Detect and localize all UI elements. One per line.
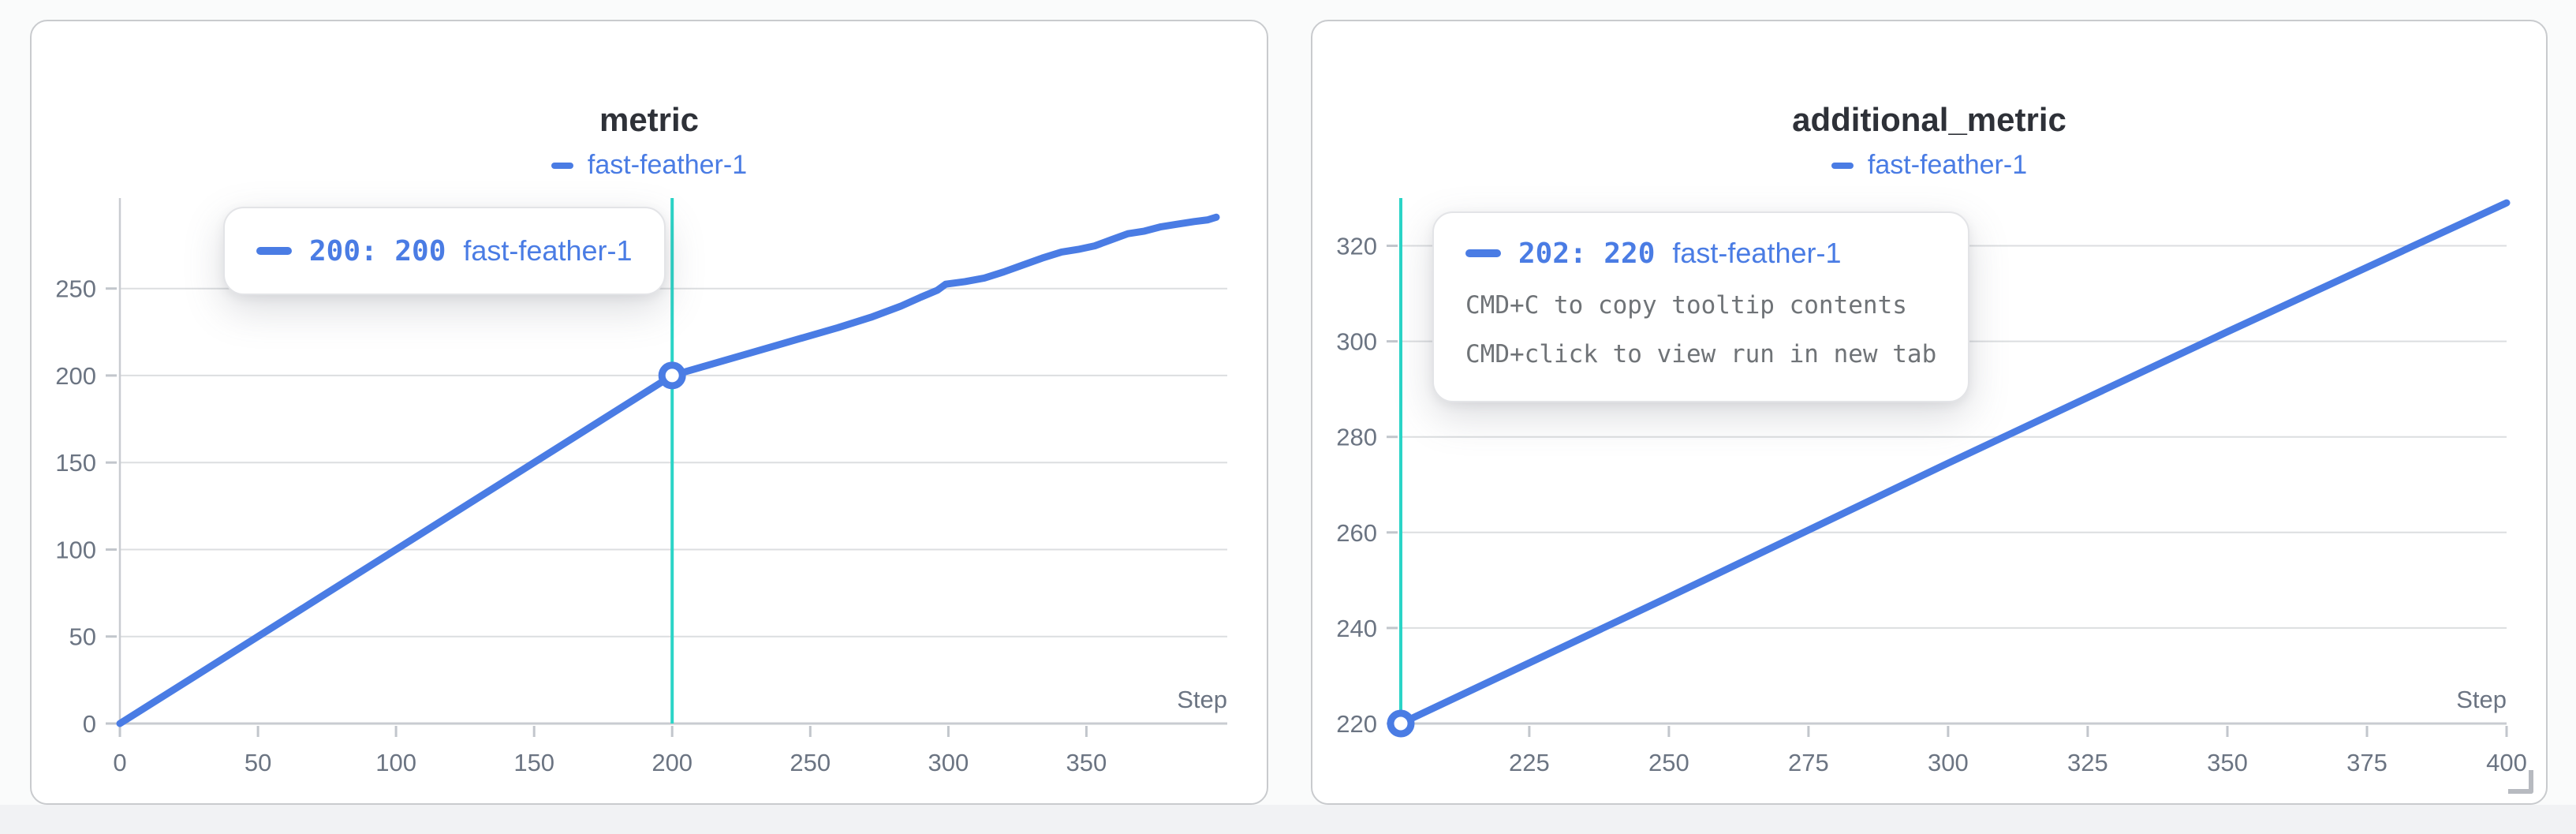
plot-area[interactable]: 220 240 260 280 300 320 225 250 275 300 325 350 375 4… <box>1312 195 2546 803</box>
x-tick-label: 400 <box>2486 749 2527 776</box>
legend-run-name[interactable]: fast-feather-1 <box>1867 150 2028 180</box>
tooltip-series-dash-icon <box>256 247 292 255</box>
page-background-strip <box>0 805 2576 834</box>
tooltip-hint-open-run: CMD+click to view run in new tab <box>1465 340 1937 368</box>
x-tick-label: 250 <box>1648 749 1689 776</box>
x-tick-label: 300 <box>928 749 969 776</box>
y-tick-label: 280 <box>1336 424 1377 451</box>
tooltip-hint-copy: CMD+C to copy tooltip contents <box>1465 291 1907 320</box>
chart-legend[interactable]: fast-feather-1 <box>32 150 1267 181</box>
tooltip-series-dash-icon <box>1465 249 1501 257</box>
y-tick-label: 320 <box>1336 233 1377 260</box>
chart-legend[interactable]: fast-feather-1 <box>1312 150 2546 181</box>
x-tick-label: 275 <box>1788 749 1829 776</box>
plot-area[interactable]: 0 50 100 150 200 250 0 50 100 150 200 250 300 350 Step… <box>32 195 1267 803</box>
highlight-marker[interactable] <box>658 361 686 390</box>
x-tick-label: 375 <box>2346 749 2387 776</box>
x-tick-label: 225 <box>1509 749 1550 776</box>
series-line[interactable] <box>116 213 1220 727</box>
tooltip-run-name[interactable]: fast-feather-1 <box>1672 237 1842 269</box>
tooltip-step-value: 200: 200 <box>309 234 446 267</box>
tooltip-run-name[interactable]: fast-feather-1 <box>463 234 633 267</box>
y-tick-label: 260 <box>1336 519 1377 547</box>
y-tick-label: 0 <box>83 710 96 738</box>
legend-line-icon <box>1831 162 1854 169</box>
chart-tooltip: 202: 220 fast-feather-1 CMD+C to copy to… <box>1432 211 1970 402</box>
x-tick-label: 300 <box>1928 749 1969 776</box>
x-tick-label: 150 <box>513 749 554 776</box>
x-tick-label: 0 <box>113 749 126 776</box>
x-tick-label: 350 <box>2207 749 2248 776</box>
series-line[interactable] <box>1397 199 2511 727</box>
x-tick-label: 200 <box>651 749 693 776</box>
x-axis-title: Step <box>2456 686 2507 713</box>
highlight-marker[interactable] <box>1387 709 1415 738</box>
x-tick-label: 325 <box>2067 749 2108 776</box>
x-tick-label: 100 <box>375 749 416 776</box>
y-tick-label: 200 <box>55 362 96 390</box>
chart-title: metric <box>599 101 700 138</box>
chart-panel-additional-metric[interactable]: additional_metric fast-feather-1 220 240 2… <box>1311 20 2548 805</box>
x-tick-label: 50 <box>245 749 271 776</box>
x-tick-label: 350 <box>1066 749 1107 776</box>
y-tick-label: 150 <box>55 449 96 477</box>
legend-run-name[interactable]: fast-feather-1 <box>587 150 748 180</box>
y-tick-label: 100 <box>55 537 96 564</box>
y-tick-label: 300 <box>1336 328 1377 356</box>
x-axis-title: Step <box>1177 686 1227 713</box>
legend-line-icon <box>551 162 573 169</box>
y-tick-label: 250 <box>55 275 96 303</box>
y-tick-label: 50 <box>69 623 96 651</box>
chart-title: additional_metric <box>1792 101 2066 138</box>
chart-panel-metric[interactable]: metric fast-feather-1 0 50 100 150 200 250 0 50… <box>30 20 1268 805</box>
panel-resize-handle[interactable] <box>2508 770 2533 794</box>
tooltip-step-value: 202: 220 <box>1518 237 1656 270</box>
x-tick-label: 250 <box>790 749 831 776</box>
y-tick-label: 240 <box>1336 615 1377 642</box>
y-tick-label: 220 <box>1336 710 1377 738</box>
chart-tooltip: 200: 200 fast-feather-1 <box>223 207 666 295</box>
